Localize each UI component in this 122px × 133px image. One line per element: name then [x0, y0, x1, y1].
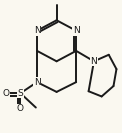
- Text: O: O: [2, 89, 9, 98]
- Text: N: N: [34, 78, 40, 87]
- Text: S: S: [18, 89, 23, 98]
- Text: N: N: [34, 26, 40, 35]
- Text: N: N: [91, 57, 97, 66]
- Text: O: O: [17, 104, 24, 113]
- Text: N: N: [73, 26, 80, 35]
